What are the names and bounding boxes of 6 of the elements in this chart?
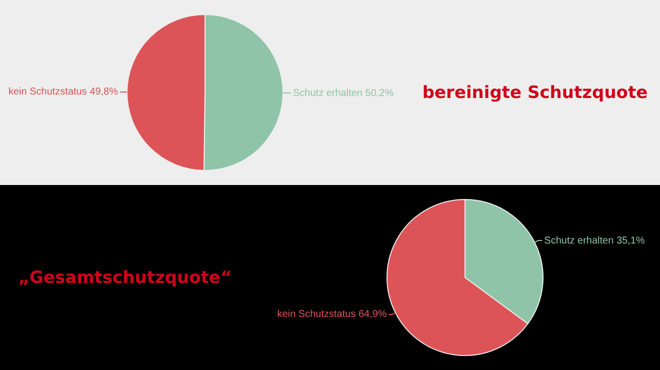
slice-label: kein Schutzstatus 49,8% bbox=[8, 86, 118, 98]
slice-label: kein Schutzstatus 64,9% bbox=[277, 309, 387, 320]
slice-label: Schutz erhalten 50,2% bbox=[293, 88, 394, 99]
text: „Gesamtschutzquote“ bbox=[17, 266, 233, 290]
text: bereinigte Schutzquote bbox=[421, 82, 649, 104]
slice-label: Schutz erhalten 35,1% bbox=[544, 235, 645, 246]
